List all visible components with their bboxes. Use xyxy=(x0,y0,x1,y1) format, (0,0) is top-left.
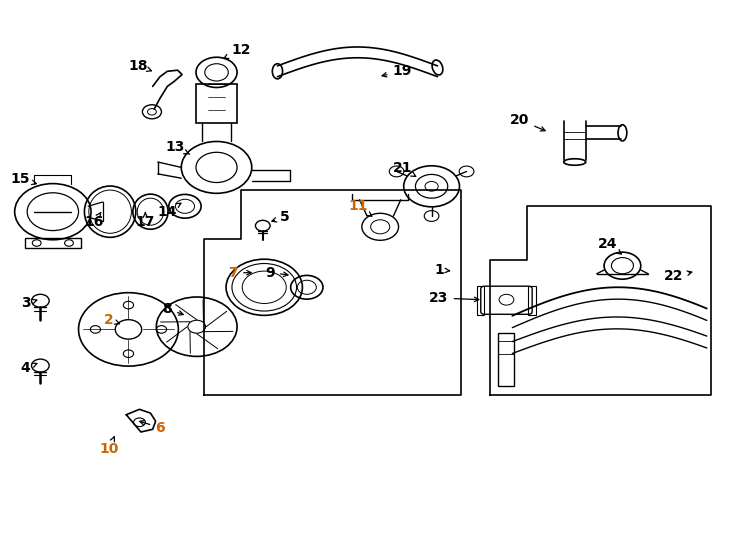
Text: 15: 15 xyxy=(11,172,37,186)
Bar xyxy=(196,84,237,123)
Text: 12: 12 xyxy=(224,43,250,58)
Text: 10: 10 xyxy=(99,437,118,456)
Text: 18: 18 xyxy=(128,59,151,73)
Text: 17: 17 xyxy=(136,213,155,230)
Bar xyxy=(477,286,484,315)
Text: 6: 6 xyxy=(139,421,165,435)
Text: 5: 5 xyxy=(272,210,290,224)
Text: 7: 7 xyxy=(228,266,251,280)
Text: 20: 20 xyxy=(510,113,545,131)
Bar xyxy=(528,286,536,315)
Bar xyxy=(25,238,81,248)
Text: 14: 14 xyxy=(158,203,181,219)
Text: 1: 1 xyxy=(434,263,450,277)
Text: 22: 22 xyxy=(664,269,691,284)
Text: 16: 16 xyxy=(84,212,103,230)
Text: 2: 2 xyxy=(103,313,120,327)
Text: 13: 13 xyxy=(165,140,189,154)
Text: 8: 8 xyxy=(162,302,184,316)
Text: 24: 24 xyxy=(598,237,621,254)
Text: 21: 21 xyxy=(393,161,415,177)
Text: 19: 19 xyxy=(382,64,412,78)
Text: 4: 4 xyxy=(21,361,37,375)
Text: 3: 3 xyxy=(21,296,37,310)
Text: 23: 23 xyxy=(429,291,479,305)
Text: 11: 11 xyxy=(349,199,371,216)
Text: 9: 9 xyxy=(265,266,288,280)
Bar xyxy=(498,333,514,386)
